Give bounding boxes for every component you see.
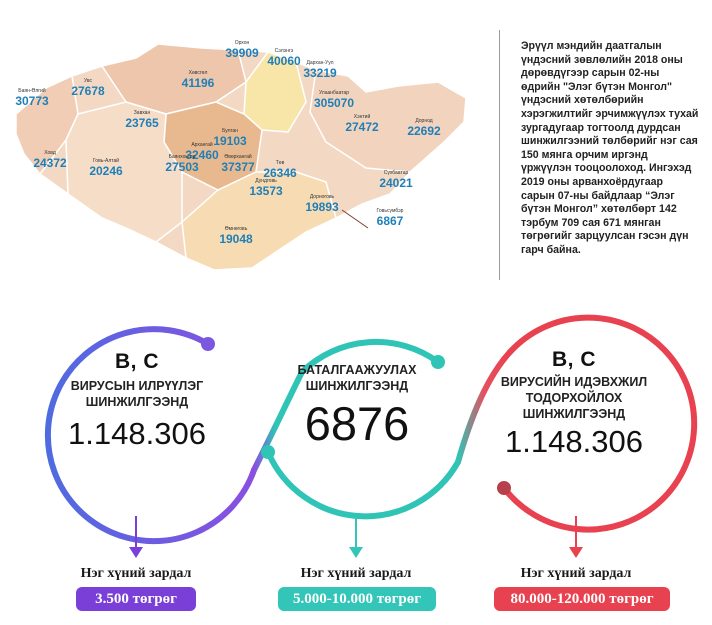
ribbon-link-2-3 xyxy=(455,349,513,465)
region-value: 305070 xyxy=(314,96,354,110)
circle-3-value: 1.148.306 xyxy=(505,424,643,459)
region-value: 27472 xyxy=(345,120,379,134)
region-value: 24021 xyxy=(379,176,413,190)
region-name: Хэнтий xyxy=(354,113,371,120)
circle-1-label-2: ШИНЖИЛГЭЭНД xyxy=(85,395,189,409)
gobisumber-pointer xyxy=(341,209,369,229)
region-name: Дундговь xyxy=(255,178,277,184)
region-name: Говьсүмбэр xyxy=(377,208,404,214)
circle-3-content: B, C ВИРУСИЙН ИДЭВХЖИЛ ТОДОРХОЙЛОХ ШИНЖИ… xyxy=(494,348,654,460)
region-value: 24372 xyxy=(33,156,67,170)
circle-2-content: БАТАЛГААЖУУЛАХ ШИНЖИЛГЭЭНД 6876 xyxy=(282,362,432,451)
region-name: Дорнод xyxy=(415,118,432,124)
region-value: 27678 xyxy=(71,84,105,98)
description-text: Эрүүл мэндийн даатгалын үндэсний зөвлөли… xyxy=(521,40,699,256)
cost-label-2: Нэг хүний зардал xyxy=(300,566,412,581)
region-name: Архангай xyxy=(191,141,213,148)
region-name: Дархан-Уул xyxy=(306,60,333,66)
region-name: Дорноговь xyxy=(310,194,335,200)
region-value: 6867 xyxy=(377,214,404,228)
circle-2-label-1: БАТАЛГААЖУУЛАХ xyxy=(297,363,417,377)
region-southwest xyxy=(65,101,183,243)
region-name: Говь-Алтай xyxy=(93,157,119,164)
arrow-2-head xyxy=(349,547,363,558)
region-value: 26346 xyxy=(263,166,297,180)
circle-1-label-1: ВИРУСЫН ИЛРҮҮЛЭГ xyxy=(70,379,204,393)
region-name: Орхон xyxy=(235,40,250,46)
circle-1-content: B, C ВИРУСЫН ИЛРҮҮЛЭГ ШИНЖИЛГЭЭНД 1.148.… xyxy=(62,350,212,452)
ribbon-ring-3 xyxy=(501,314,698,533)
region-value: 40060 xyxy=(267,54,301,68)
vertical-divider xyxy=(499,30,500,280)
region-name: Завхан xyxy=(134,110,151,116)
region-value: 37377 xyxy=(221,160,255,174)
region-name: Төв xyxy=(276,160,285,166)
mongolia-map: Баян-Өлгий 30773 Увс 27678 Хөвсгөл 41196 Орхон… xyxy=(6,22,486,284)
region-name: Баян-Өлгий xyxy=(18,87,46,94)
cost-label-1: Нэг хүний зардал xyxy=(80,566,192,581)
region-name: Улаанбаатар xyxy=(319,90,349,96)
circle-1-value: 1.148.306 xyxy=(68,416,206,451)
region-value: 39909 xyxy=(225,46,259,60)
cost-badge-1: 3.500 төгрөг xyxy=(76,587,196,611)
ribbon-dot-1 xyxy=(201,337,215,351)
region-name: Сэлэнгэ xyxy=(275,48,294,54)
region-name: Увс xyxy=(84,78,92,84)
circle-3-heading: B, C xyxy=(552,348,596,371)
cost-badge-3: 80.000-120.000 төгрөг xyxy=(494,587,670,611)
region-name: Булган xyxy=(222,128,238,134)
region-value: 41196 xyxy=(182,76,215,90)
ribbon-dot-2 xyxy=(261,445,275,459)
region-value: 13573 xyxy=(249,184,283,198)
region-name: Сүхбаатар xyxy=(384,170,409,176)
region-name: Өмнөговь xyxy=(225,226,248,232)
ribbon-link-1-2 xyxy=(251,369,305,473)
circle-2-value: 6876 xyxy=(304,397,410,450)
region-name: Баянхонгор xyxy=(169,154,196,160)
region-value: 32460 xyxy=(185,148,219,162)
region-south xyxy=(181,171,337,271)
cost-label-3: Нэг хүний зардал xyxy=(520,566,632,581)
ribbon-ring-2 xyxy=(299,338,441,375)
region-value: 30773 xyxy=(15,94,49,108)
ribbon-dot-3 xyxy=(431,355,445,369)
region-value: 23765 xyxy=(125,116,159,130)
region-east xyxy=(309,69,467,173)
cost-badge-2: 5.000-10.000 төгрөг xyxy=(278,587,436,611)
region-name: Өвөрхангай xyxy=(224,153,252,160)
region-name: Ховд xyxy=(44,150,56,156)
ribbon-ring-1 xyxy=(44,326,257,545)
circle-1-heading: B, C xyxy=(115,350,159,373)
arrow-1-head xyxy=(129,547,143,558)
circle-2-label-2: ШИНЖИЛГЭЭНД xyxy=(305,379,409,393)
region-value: 22692 xyxy=(407,124,441,138)
circle-3-label-2: ТОДОРХОЙЛОХ xyxy=(525,391,623,405)
region-value: 33219 xyxy=(303,66,337,80)
region-value: 19893 xyxy=(305,200,339,214)
region-value: 20246 xyxy=(89,164,123,178)
ribbon-ring-2-bottom xyxy=(265,449,461,520)
region-value: 19048 xyxy=(219,232,253,246)
arrow-3-head xyxy=(569,547,583,558)
circle-3-label-3: ШИНЖИЛГЭЭНД xyxy=(522,407,626,421)
circle-3-label-1: ВИРУСИЙН ИДЭВХЖИЛ xyxy=(500,375,648,389)
region-value: 19103 xyxy=(213,134,247,148)
region-value: 27503 xyxy=(165,160,199,174)
ribbon-dot-4 xyxy=(497,481,511,495)
region-name: Хөвсгөл xyxy=(189,70,208,76)
